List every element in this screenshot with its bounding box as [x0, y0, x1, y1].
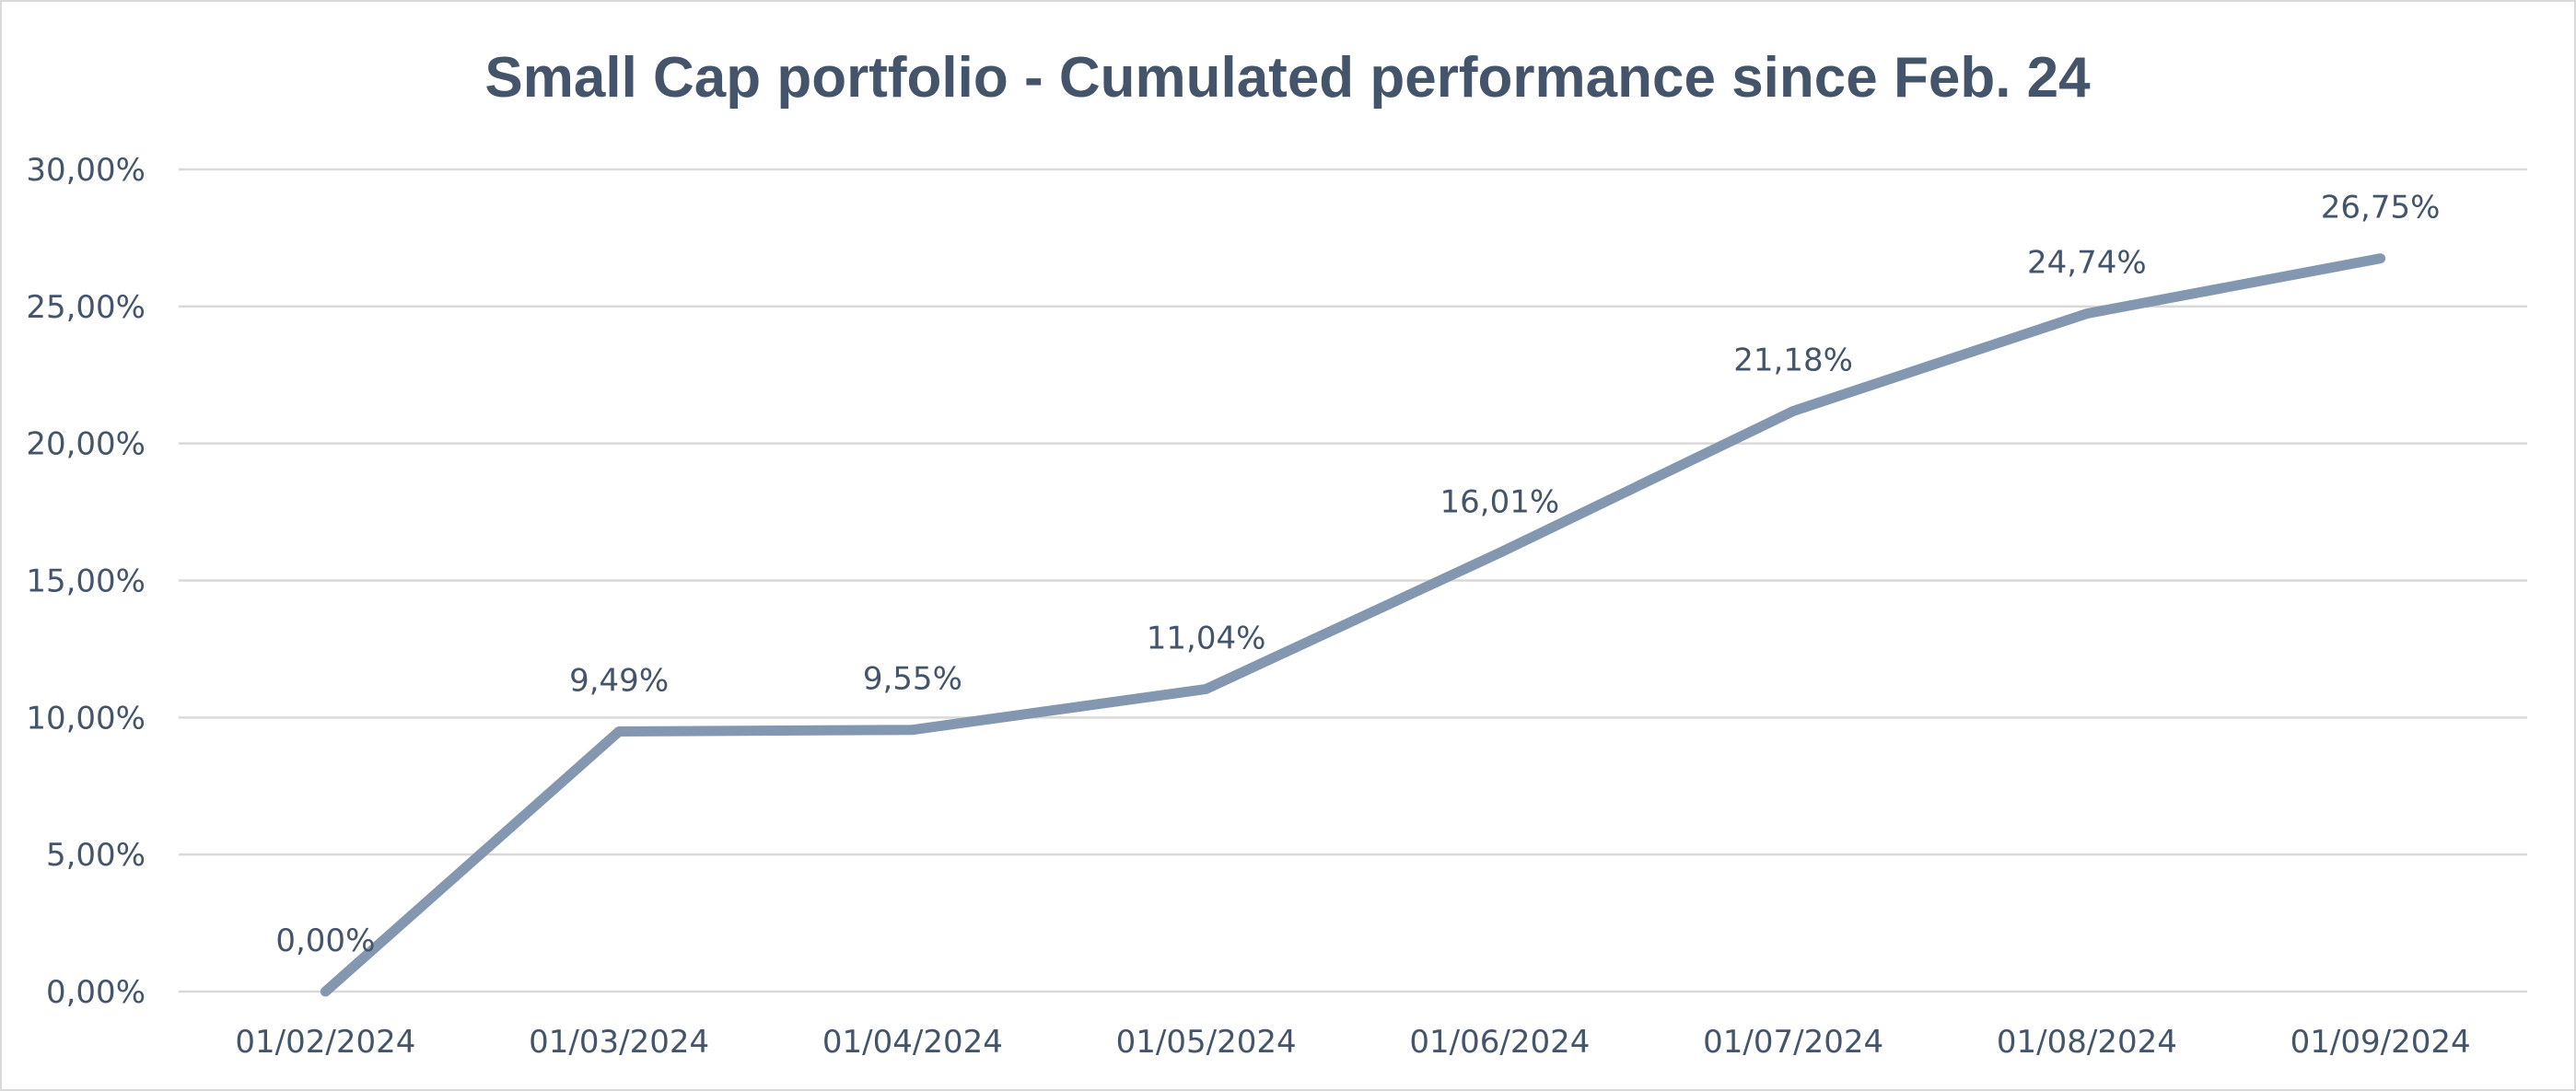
- data-label: 0,00%: [275, 923, 375, 959]
- data-label: 9,55%: [863, 661, 962, 698]
- y-tick-label: 25,00%: [26, 289, 146, 326]
- gridlines: [179, 168, 2527, 993]
- x-tick-label: 01/06/2024: [1409, 1024, 1590, 1061]
- data-label: 26,75%: [2321, 190, 2441, 226]
- x-axis-tick-labels: 01/02/2024 01/03/2024 01/04/2024 01/05/2024…: [235, 1024, 2470, 1061]
- chart-title: Small Cap portfolio - Cumulated performa…: [484, 46, 2091, 110]
- x-tick-label: 01/02/2024: [235, 1024, 415, 1061]
- x-tick-label: 01/04/2024: [822, 1024, 1003, 1061]
- x-tick-label: 01/09/2024: [2290, 1024, 2471, 1061]
- data-label: 21,18%: [1733, 342, 1853, 379]
- data-labels: 0,00% 9,49% 9,55% 11,04% 16,01% 21,18% 24,74% 2…: [275, 190, 2440, 959]
- y-tick-label: 30,00%: [26, 152, 146, 189]
- y-tick-label: 15,00%: [26, 563, 146, 600]
- data-label: 11,04%: [1147, 620, 1266, 656]
- series-line: [320, 253, 2386, 997]
- x-tick-label: 01/08/2024: [1997, 1024, 2177, 1061]
- series-layer: [320, 253, 2386, 997]
- y-axis-tick-labels: 0,00% 5,00% 10,00% 15,00% 20,00% 25,00% 30,00%: [26, 152, 146, 1011]
- data-label: 24,74%: [2027, 245, 2147, 282]
- x-tick-label: 01/03/2024: [529, 1024, 709, 1061]
- y-tick-label: 20,00%: [26, 426, 146, 463]
- x-tick-label: 01/05/2024: [1116, 1024, 1297, 1061]
- y-tick-label: 10,00%: [26, 700, 146, 737]
- data-label: 16,01%: [1440, 483, 1560, 520]
- data-label: 9,49%: [569, 663, 669, 700]
- y-tick-label: 5,00%: [46, 837, 146, 874]
- x-tick-label: 01/07/2024: [1703, 1024, 1883, 1061]
- y-tick-label: 0,00%: [46, 974, 146, 1011]
